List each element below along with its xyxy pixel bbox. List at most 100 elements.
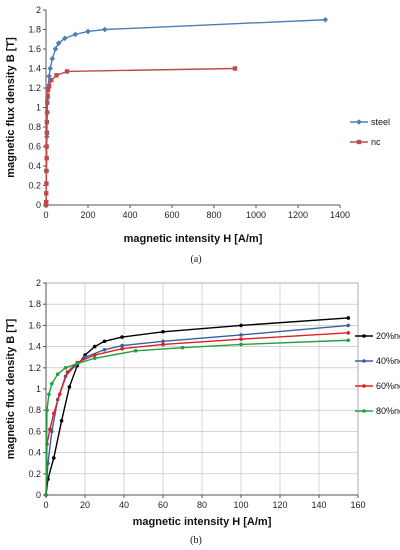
panel-label: (b) bbox=[190, 535, 202, 546]
data-point bbox=[85, 28, 91, 35]
x-tick-label: 0 bbox=[43, 210, 48, 220]
data-point bbox=[120, 346, 124, 351]
x-tick-label: 60 bbox=[158, 500, 168, 510]
x-tick-label: 20 bbox=[80, 500, 90, 510]
y-axis-title: magnetic flux density B [T] bbox=[5, 318, 17, 459]
data-point bbox=[45, 87, 51, 93]
data-point bbox=[62, 35, 68, 42]
series-20%nc bbox=[44, 316, 351, 497]
y-tick-label: 0.2 bbox=[28, 469, 41, 479]
series-line bbox=[45, 317, 349, 496]
x-axis-title: magnetic intensity H [A/m] bbox=[133, 516, 272, 528]
y-tick-label: 1.8 bbox=[28, 25, 41, 35]
y-tick-label: 2 bbox=[36, 278, 41, 288]
x-tick-label: 40 bbox=[119, 500, 129, 510]
data-point bbox=[44, 168, 49, 174]
data-point bbox=[44, 493, 48, 497]
data-point bbox=[44, 110, 50, 115]
x-axis-title: magnetic intensity H [A/m] bbox=[124, 233, 263, 245]
x-tick-label: 80 bbox=[197, 500, 207, 510]
data-point bbox=[102, 347, 107, 352]
data-point bbox=[49, 78, 54, 83]
y-tick-label: 1.2 bbox=[28, 83, 41, 93]
data-point bbox=[54, 73, 59, 78]
x-tick-label: 200 bbox=[80, 210, 95, 220]
data-point bbox=[57, 392, 62, 397]
data-point bbox=[46, 73, 52, 80]
plot-area bbox=[46, 10, 340, 205]
data-point bbox=[45, 100, 50, 105]
data-point bbox=[47, 392, 51, 397]
data-point bbox=[322, 16, 329, 23]
legend-marker bbox=[356, 119, 362, 125]
x-tick-label: 160 bbox=[350, 500, 365, 510]
legend-item-80%nc: 80%nc bbox=[355, 406, 400, 416]
y-tick-label: 0.4 bbox=[28, 448, 41, 458]
data-point bbox=[92, 344, 97, 349]
data-point bbox=[45, 93, 50, 98]
series-line bbox=[45, 19, 326, 206]
data-point bbox=[102, 339, 107, 344]
data-point bbox=[52, 46, 59, 52]
data-point bbox=[44, 199, 49, 205]
y-tick-label: 0.6 bbox=[28, 142, 41, 152]
data-point bbox=[65, 370, 70, 374]
legend-item-60%nc: 60%nc bbox=[355, 381, 400, 391]
data-point bbox=[239, 323, 243, 328]
x-tick-label: 400 bbox=[122, 210, 137, 220]
legend-item-nc: nc bbox=[350, 137, 381, 147]
data-point bbox=[72, 31, 79, 38]
data-point bbox=[44, 144, 49, 149]
series-line bbox=[45, 332, 349, 496]
legend-item-40%nc: 40%nc bbox=[355, 356, 400, 366]
x-tick-label: 140 bbox=[311, 500, 326, 510]
data-point bbox=[180, 345, 185, 350]
data-point bbox=[52, 456, 56, 460]
x-tick-label: 800 bbox=[206, 210, 221, 220]
y-tick-label: 0.8 bbox=[28, 122, 41, 132]
legend-marker bbox=[362, 334, 366, 338]
legend-marker bbox=[356, 139, 362, 145]
chart-panel-0: 0 0.2 0.4 0.6 0.8 1 1.2 1.4 1.6 1.8 2 0 200 400 600 800… bbox=[5, 5, 390, 265]
legend-label: steel bbox=[371, 117, 390, 127]
chart-panel-1: 00.20.40.60.811.21.41.61.820 20 40 60 80 100 1… bbox=[5, 278, 400, 546]
data-point bbox=[92, 356, 97, 361]
data-point bbox=[63, 366, 68, 370]
data-point bbox=[239, 342, 243, 347]
data-point bbox=[239, 333, 243, 337]
y-axis-title: magnetic flux density B [T] bbox=[5, 37, 17, 178]
y-tick-label: 2 bbox=[36, 5, 41, 15]
x-tick-label: 120 bbox=[272, 500, 287, 510]
x-tick-label: 1200 bbox=[288, 210, 308, 220]
data-point bbox=[133, 349, 138, 353]
legend-label: nc bbox=[371, 137, 381, 147]
legend-label: 60%nc bbox=[376, 381, 400, 391]
series-line bbox=[45, 339, 349, 496]
legend-item-steel: steel bbox=[350, 117, 390, 127]
legend-label: 20%nc bbox=[376, 331, 400, 341]
legend-label: 40%nc bbox=[376, 356, 400, 366]
data-point bbox=[346, 331, 351, 335]
data-point bbox=[44, 156, 49, 161]
x-tick-label: 0 bbox=[43, 500, 48, 510]
data-point bbox=[44, 181, 49, 186]
data-point bbox=[45, 408, 49, 413]
y-tick-label: 0.2 bbox=[28, 181, 41, 191]
legend-marker bbox=[362, 359, 366, 363]
x-tick-label: 600 bbox=[164, 210, 179, 220]
y-tick-label: 1.4 bbox=[28, 64, 41, 74]
data-point bbox=[55, 372, 60, 376]
data-point bbox=[44, 130, 50, 136]
y-tick-label: 1.2 bbox=[28, 363, 41, 373]
y-tick-label: 0 bbox=[36, 200, 41, 210]
y-tick-label: 1.8 bbox=[28, 299, 41, 309]
y-tick-label: 1.4 bbox=[28, 342, 41, 352]
x-tick-label: 1400 bbox=[330, 210, 350, 220]
data-point bbox=[46, 83, 52, 89]
series-steel bbox=[43, 16, 329, 208]
series-80%nc bbox=[44, 338, 351, 497]
legend-marker bbox=[362, 384, 366, 388]
data-point bbox=[120, 343, 124, 348]
legend-label: 80%nc bbox=[376, 406, 400, 416]
data-point bbox=[49, 55, 56, 62]
